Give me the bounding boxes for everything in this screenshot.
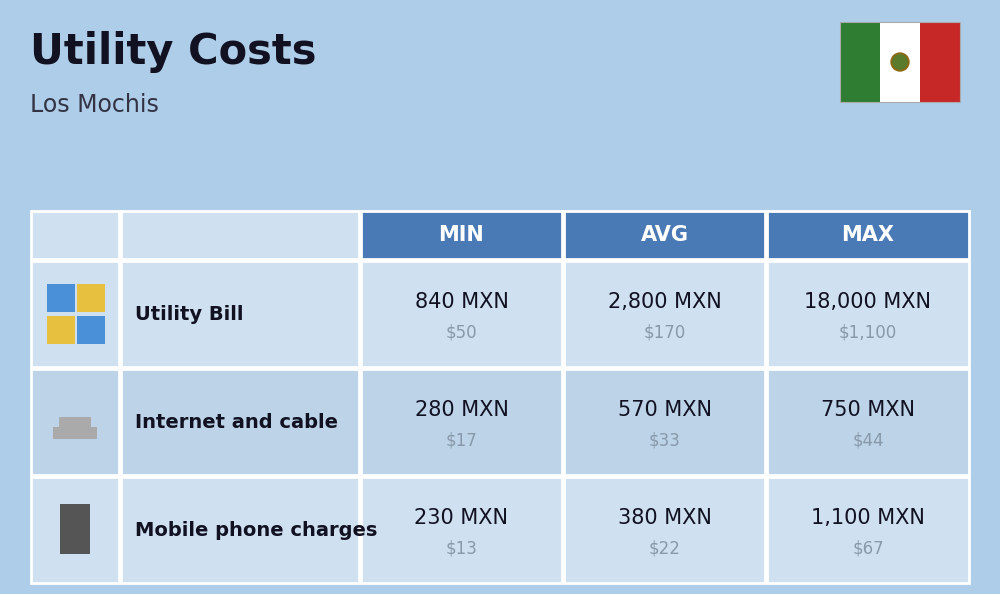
Bar <box>121 369 359 475</box>
Bar <box>121 211 359 259</box>
Circle shape <box>893 55 907 69</box>
Bar <box>880 22 920 102</box>
Bar <box>564 211 765 259</box>
Text: Los Mochis: Los Mochis <box>30 93 159 117</box>
Bar <box>31 211 119 259</box>
Bar <box>77 316 105 344</box>
Text: 570 MXN: 570 MXN <box>618 400 712 420</box>
Bar <box>31 261 119 367</box>
Bar <box>121 477 359 583</box>
Text: 230 MXN: 230 MXN <box>415 508 509 528</box>
Text: $17: $17 <box>446 431 477 449</box>
Bar <box>31 369 119 475</box>
Text: MAX: MAX <box>842 225 895 245</box>
Text: MIN: MIN <box>439 225 484 245</box>
Bar <box>767 369 969 475</box>
Bar <box>47 316 75 344</box>
Text: 280 MXN: 280 MXN <box>415 400 508 420</box>
Bar <box>767 477 969 583</box>
Text: $33: $33 <box>649 431 680 449</box>
Text: Mobile phone charges: Mobile phone charges <box>135 520 377 539</box>
Circle shape <box>891 53 909 71</box>
Bar <box>121 261 359 367</box>
Bar <box>767 211 969 259</box>
Bar <box>361 261 562 367</box>
Bar <box>361 369 562 475</box>
Text: $22: $22 <box>649 539 680 557</box>
Bar <box>920 22 960 102</box>
Text: 1,100 MXN: 1,100 MXN <box>811 508 925 528</box>
Bar <box>53 427 97 439</box>
Bar <box>59 417 91 429</box>
Text: Utility Bill: Utility Bill <box>135 305 244 324</box>
Text: $50: $50 <box>446 323 477 341</box>
Text: $1,100: $1,100 <box>839 323 897 341</box>
Text: 18,000 MXN: 18,000 MXN <box>804 292 932 312</box>
Bar <box>31 477 119 583</box>
Text: Internet and cable: Internet and cable <box>135 412 338 431</box>
Bar <box>840 22 960 102</box>
Text: 380 MXN: 380 MXN <box>618 508 711 528</box>
Text: $170: $170 <box>643 323 686 341</box>
Bar <box>767 261 969 367</box>
Bar <box>361 477 562 583</box>
Text: AVG: AVG <box>640 225 688 245</box>
Text: 2,800 MXN: 2,800 MXN <box>608 292 721 312</box>
Bar <box>564 261 765 367</box>
Text: $44: $44 <box>852 431 884 449</box>
Bar <box>840 22 880 102</box>
Text: 840 MXN: 840 MXN <box>415 292 508 312</box>
Text: $67: $67 <box>852 539 884 557</box>
Bar <box>60 504 90 554</box>
Bar <box>361 211 562 259</box>
Text: $13: $13 <box>446 539 477 557</box>
Text: Utility Costs: Utility Costs <box>30 31 316 73</box>
Bar <box>564 477 765 583</box>
Bar <box>77 284 105 312</box>
Bar <box>47 284 75 312</box>
Bar <box>564 369 765 475</box>
Text: 750 MXN: 750 MXN <box>821 400 915 420</box>
